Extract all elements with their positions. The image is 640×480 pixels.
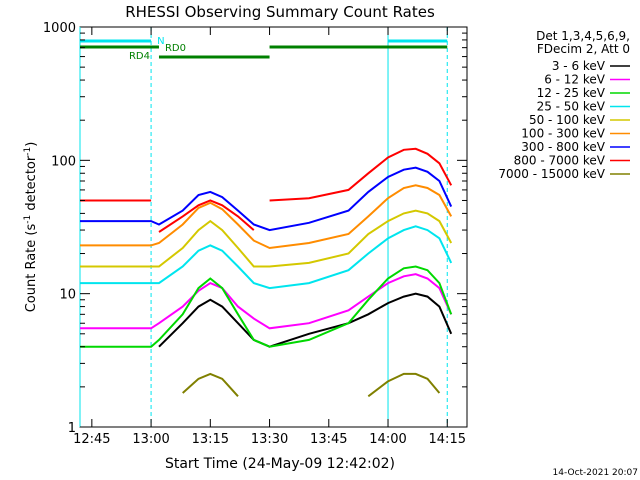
x-tick-label-13-15: 13:15 <box>192 432 229 447</box>
legend-label-50-100-kev: 50 - 100 keV <box>529 113 606 127</box>
y-tick-label-1000: 1000 <box>43 21 76 36</box>
flag-label-n: N <box>157 36 164 47</box>
x-tick-label-13-00: 13:00 <box>132 432 169 447</box>
x-ticks: 12:45 13:00 13:15 13:30 13:45 14:00 14:15 <box>73 27 466 447</box>
y-ticks: 1 10 100 1000 <box>43 21 467 436</box>
series-line-300-800-kev <box>158 199 255 233</box>
y-tick-label-1: 1 <box>68 421 76 436</box>
series-line-7000-15000-kev <box>182 372 441 398</box>
x-tick-label-14-00: 14:00 <box>369 432 406 447</box>
series-line-800-7000-kev <box>80 166 453 232</box>
legend-label-6-12-kev: 6 - 12 keV <box>544 73 606 87</box>
series-line-50-100-kev <box>80 209 453 268</box>
x-axis-label: Start Time (24-May-09 12:42:02) <box>165 456 395 472</box>
plot-frame <box>79 26 468 428</box>
legend-label-3-6-kev: 3 - 6 keV <box>552 59 606 73</box>
y-axis-label: Count Rate (s-1 detector-1) <box>23 142 39 313</box>
legend-label-300-800-kev: 300 - 800 keV <box>521 140 605 154</box>
series-line-3-6-kev <box>158 292 453 348</box>
series-line-800-7000-kev-upper <box>80 147 453 202</box>
x-tick-label-13-45: 13:45 <box>310 432 347 447</box>
flag-label-rd4: RD4 <box>129 51 150 62</box>
legend-label-25-50-kev: 25 - 50 keV <box>537 100 606 114</box>
legend-label-100-300-kev: 100 - 300 keV <box>521 127 605 141</box>
series-line-25-50-kev <box>80 225 453 290</box>
series-layer <box>80 147 453 398</box>
series-line-12-25-kev <box>80 265 453 348</box>
legend: Det 1,3,4,5,6,9, FDecim 2, Att 0 3 - 6 k… <box>498 29 630 181</box>
legend-label-800-7000-kev: 800 - 7000 keV <box>514 154 606 168</box>
legend-header-line-2: FDecim 2, Att 0 <box>537 42 630 56</box>
y-tick-label-10: 10 <box>59 288 76 303</box>
legend-label-7000-15000-kev: 7000 - 15000 keV <box>498 167 605 181</box>
legend-header-line-1: Det 1,3,4,5,6,9, <box>536 29 630 43</box>
chart-title: RHESSI Observing Summary Count Rates <box>125 3 435 21</box>
x-tick-label-14-15: 14:15 <box>429 432 466 447</box>
timestamp: 14-Oct-2021 20:07 <box>553 468 638 478</box>
flag-label-rd0: RD0 <box>165 43 186 54</box>
x-tick-label-13-30: 13:30 <box>251 432 288 447</box>
y-tick-label-100: 100 <box>51 154 76 169</box>
legend-label-12-25-kev: 12 - 25 keV <box>537 86 606 100</box>
series-line-6-12-kev <box>80 273 453 330</box>
x-tick-label-12-45: 12:45 <box>73 432 110 447</box>
series-line-100-300-kev <box>80 184 453 250</box>
